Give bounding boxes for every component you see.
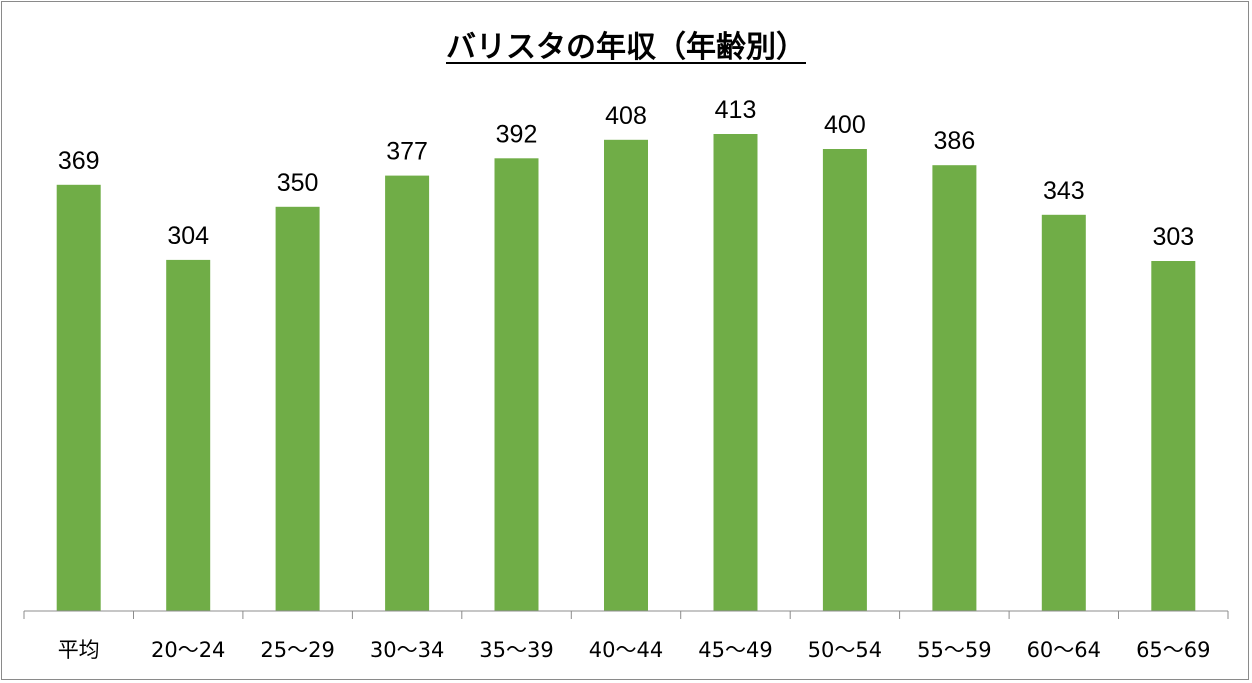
data-label-7: 400 <box>824 111 866 139</box>
x-tick-label-1: 20〜24 <box>151 638 225 662</box>
x-tick-label-8: 55〜59 <box>917 638 991 662</box>
data-label-2: 350 <box>277 169 319 197</box>
data-label-10: 303 <box>1152 223 1194 251</box>
bar-5 <box>604 139 648 612</box>
bar-8 <box>932 165 977 611</box>
bar-9 <box>1041 214 1086 612</box>
bar-2 <box>275 206 320 612</box>
data-label-3: 377 <box>386 138 428 166</box>
data-label-1: 304 <box>167 222 209 250</box>
x-tick-label-0: 平均 <box>58 638 100 662</box>
chart-title: バリスタの年収（年齢別） <box>0 22 1252 66</box>
x-tick-label-9: 60〜64 <box>1027 638 1101 662</box>
x-tick-label-2: 25〜29 <box>260 638 334 662</box>
bar-10 <box>1151 261 1196 611</box>
data-label-4: 392 <box>496 120 538 148</box>
bar-0 <box>56 184 101 612</box>
chart-title-text: バリスタの年収（年齢別） <box>446 30 806 65</box>
bar-6 <box>713 134 758 611</box>
data-label-6: 413 <box>715 96 757 124</box>
bar-3 <box>385 175 430 611</box>
data-label-9: 343 <box>1043 177 1085 205</box>
bar-1 <box>166 259 211 611</box>
x-tick-label-4: 35〜39 <box>479 638 553 662</box>
bar-4 <box>494 158 539 612</box>
x-tick-label-7: 50〜54 <box>808 638 882 662</box>
x-tick-label-6: 45〜49 <box>698 638 772 662</box>
data-label-5: 408 <box>605 102 647 130</box>
bar-7 <box>822 149 867 611</box>
x-tick-label-5: 40〜44 <box>589 638 663 662</box>
x-tick-label-3: 30〜34 <box>370 638 444 662</box>
data-label-8: 386 <box>934 127 976 155</box>
x-tick-label-10: 65〜69 <box>1136 638 1210 662</box>
data-label-0: 369 <box>58 147 100 175</box>
